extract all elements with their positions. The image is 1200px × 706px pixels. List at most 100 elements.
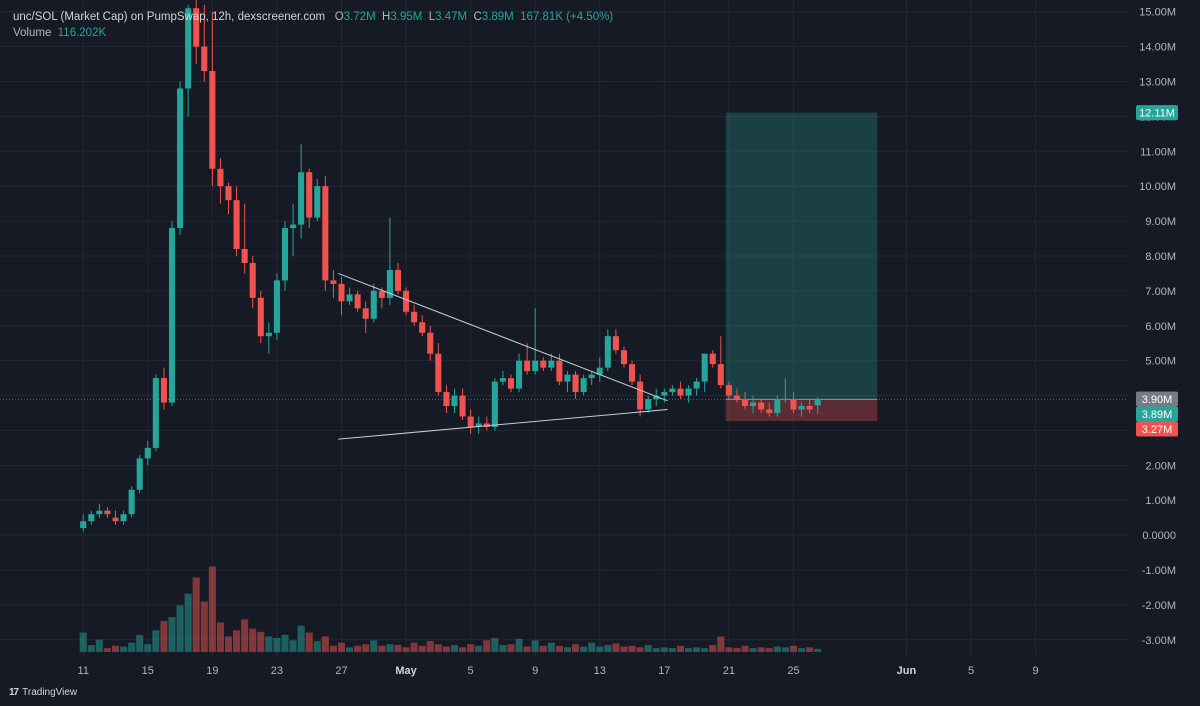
candle-body [483,423,490,427]
y-tick-label: 7.00M [1145,286,1176,298]
candle-body [572,374,579,393]
x-tick-label: 9 [1033,665,1039,677]
volume-bar [684,648,693,652]
volume-bar [733,648,741,652]
y-tick-label: 2.00M [1145,460,1176,472]
price-label-text: 12.11M [1139,108,1175,120]
volume-bar [442,646,450,652]
volume-bar [765,648,773,652]
volume-bar [709,645,717,652]
brand-name: TradingView [22,687,78,698]
price-label-box [1136,406,1178,422]
volume-bar [216,622,224,652]
x-tick-label: 5 [968,665,974,677]
candle-body [491,381,498,427]
y-tick-label: 1.00M [1145,495,1176,507]
x-tick-label: 21 [723,665,735,677]
candle-body [637,381,644,410]
volume-bar [450,645,459,652]
candle-body [459,395,466,417]
volume-bar [79,632,87,652]
candle-body [782,399,789,401]
volume-bar [620,646,628,652]
y-tick-label: 14.00M [1139,42,1176,54]
low-value: 3.47M [435,11,468,23]
x-tick-label: 11 [78,665,89,677]
volume-bar [773,646,781,652]
price-label-text: 3.90M [1142,394,1173,406]
volume-bar [652,648,660,652]
volume-bar [354,645,362,652]
time-axis[interactable]: 11 15 19 23 27 May 5 9 13 17 21 25 Jun 5 9 [78,665,1039,677]
x-tick-label: 19 [206,665,218,677]
high-label: H [382,11,391,23]
candle-body [96,510,103,515]
candle-body [524,360,531,372]
candle-body [128,489,135,515]
volume-bar [378,645,386,652]
long-position-tool[interactable] [725,112,878,422]
volume-bar [434,644,442,652]
volume-bar [572,644,580,652]
candle-body [209,71,216,169]
candlestick-series[interactable] [80,0,821,532]
candle-body [217,168,224,187]
candle-body [596,367,603,375]
x-tick-label: 5 [468,665,474,677]
volume-bar [636,647,644,652]
candle-body [750,402,757,407]
candle-body [661,392,668,396]
candle-body [177,88,184,229]
volume-bar [693,647,701,652]
candle-body [629,364,636,382]
volume-bar [265,636,273,652]
volume-bar [418,645,426,652]
y-tick-label: 10.00M [1139,181,1176,193]
legend-row-ohlc: unc/SOL (Market Cap) on PumpSwap, 12h, d… [13,10,613,24]
volume-bar [160,620,168,652]
volume-bar [563,647,572,652]
symbol-title[interactable]: unc/SOL (Market Cap) on PumpSwap, 12h, d… [13,11,326,23]
volume-bar [797,648,806,652]
candle-body [386,269,393,298]
volume-bar [547,642,555,652]
volume-bar [176,605,184,652]
tradingview-brand[interactable]: 17 TradingView [9,687,77,698]
candle-body [225,186,232,201]
candle-body [669,388,676,393]
candle-body [443,392,450,407]
volume-bar [467,644,475,652]
volume-bar [289,640,297,652]
candle-body [427,332,434,354]
volume-bar [103,648,111,652]
candle-body [693,381,700,389]
volume-bar [128,642,136,652]
candle-body [507,378,515,389]
triangle-pattern[interactable] [338,272,668,440]
candle-body [120,514,127,522]
volume-bar [273,638,281,652]
volume-bar [224,636,233,652]
volume-bar [555,645,563,652]
volume-bar [313,641,321,652]
legend-row-volume: Volume 116.202K [13,26,613,40]
candle-body [201,46,208,72]
volume-bar [757,647,765,652]
price-label-box [1136,105,1178,121]
candle-body [540,360,547,368]
volume-bar [507,644,515,652]
volume-bar [120,646,128,652]
volume-bar [386,644,394,652]
y-tick-label: -1.00M [1142,565,1176,577]
candle-body [685,388,692,396]
volume-bar [789,645,797,652]
volume-bar [370,640,378,652]
candle-body [620,350,628,365]
candle-body [758,402,765,410]
candle-body [612,336,619,351]
y-tick-label: -2.00M [1142,600,1176,612]
candle-body [265,332,272,337]
volume-bar [346,647,354,652]
price-label-text: 3.27M [1142,424,1173,436]
